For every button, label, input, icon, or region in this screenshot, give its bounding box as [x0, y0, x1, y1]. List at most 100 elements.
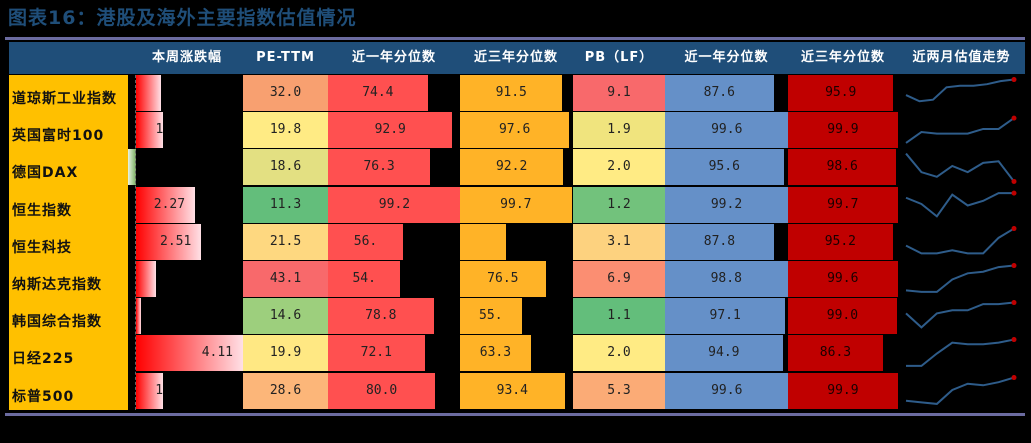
pe-ttm-cell: 19.9: [243, 335, 328, 373]
pb-lf-cell: 1.1: [573, 298, 665, 336]
top-divider: [5, 37, 1025, 40]
pe-ttm-cell: 43.1: [243, 261, 328, 298]
weekly-change-bar: 2.27: [136, 186, 196, 223]
pb-pct-3y-bar: 99.9: [788, 372, 898, 409]
pe-pct-3y-bar: 93.4: [460, 372, 565, 409]
header-pe-ttm: PE-TTM: [256, 50, 315, 65]
pb-lf-cell: 5.3: [573, 372, 665, 410]
pe-pct-1y-bar: 72.1: [328, 335, 425, 372]
latest-point-marker: [1011, 225, 1017, 231]
table-row: 韩国综合指数 14.6 78.8 55. 1.1 97.1 99.0: [0, 298, 1031, 336]
pe-pct-1y-bar: 56.: [328, 223, 404, 260]
table-header: 本周涨跌幅 PE-TTM 近一年分位数 近三年分位数 PB（LF） 近一年分位数…: [9, 42, 1025, 74]
latest-point-marker: [1011, 77, 1017, 83]
pe-pct-3y-bar: 92.2: [460, 149, 564, 186]
pe-pct-1y-bar: 78.8: [328, 298, 434, 335]
table-row: 纳斯达克指数 43.1 54. 76.5 6.9 98.8 99.6: [0, 261, 1031, 298]
pb-pct-3y-bar: 95.2: [788, 223, 893, 260]
index-name: 日经225: [12, 351, 75, 368]
valuation-trend-sparkline: [905, 263, 1017, 293]
index-name: 德国DAX: [12, 165, 79, 182]
pe-pct-1y-bar: 74.4: [328, 75, 428, 111]
valuation-trend-sparkline: [905, 190, 1017, 218]
bottom-divider: [5, 413, 1025, 416]
pe-pct-3y-bar: 76.5: [460, 261, 546, 297]
pb-lf-cell: 3.1: [573, 223, 665, 261]
pb-pct-1y-bar: 95.6: [665, 149, 784, 186]
pb-lf-cell: 6.9: [573, 261, 665, 298]
latest-point-marker: [1011, 263, 1017, 269]
pb-lf-cell: 2.0: [573, 149, 665, 187]
header-trend: 近两月估值走势: [912, 50, 1011, 65]
latest-point-marker: [1011, 179, 1017, 185]
valuation-trend-sparkline: [905, 153, 1017, 185]
pb-pct-1y-bar: 94.9: [665, 335, 783, 372]
pb-lf-cell: 1.9: [573, 112, 665, 150]
valuation-trend-sparkline: [905, 225, 1017, 255]
pb-pct-1y-bar: 99.6: [665, 372, 789, 409]
valuation-trend-sparkline: [905, 77, 1017, 103]
pb-pct-3y-bar: 99.0: [788, 298, 897, 335]
pe-ttm-cell: 18.6: [243, 149, 328, 187]
pe-ttm-cell: 19.8: [243, 112, 328, 150]
index-name-column: [9, 75, 128, 410]
pe-ttm-cell: 11.3: [243, 186, 328, 224]
pb-pct-3y-bar: 99.6: [788, 261, 898, 297]
weekly-change-bar: [136, 261, 156, 297]
pb-lf-cell: 9.1: [573, 75, 665, 112]
pe-pct-3y-bar: 55.: [460, 298, 522, 335]
table-row: 日经225 4.11 19.9 72.1 63.3 2.0 94.9 86.3: [0, 335, 1031, 373]
index-name: 恒生科技: [12, 239, 72, 256]
latest-point-marker: [1011, 190, 1017, 196]
weekly-change-bar: [136, 298, 142, 335]
weekly-change-bar: 2.51: [136, 223, 202, 260]
table-row: 道琼斯工业指数 32.0 74.4 91.5 9.1 87.6 95.9: [0, 75, 1031, 112]
weekly-change-bar: [128, 149, 136, 186]
pb-pct-3y-bar: 95.9: [788, 75, 894, 111]
index-name: 韩国综合指数: [12, 314, 102, 331]
latest-point-marker: [1011, 337, 1017, 343]
valuation-trend-sparkline: [905, 374, 1017, 405]
latest-point-marker: [1011, 300, 1017, 306]
table-row: 恒生指数 2.27 11.3 99.2 99.7 1.2 99.2 99.7: [0, 186, 1031, 224]
pe-pct-3y-bar: 99.7: [460, 186, 572, 223]
index-name: 道琼斯工业指数: [12, 91, 117, 107]
weekly-change-zero-axis: [135, 75, 136, 410]
valuation-trend-sparkline: [905, 300, 1017, 329]
pe-pct-1y-bar: 99.2: [328, 186, 461, 223]
weekly-change-bar: [136, 75, 161, 111]
pb-pct-1y-bar: 87.8: [665, 223, 774, 260]
chart-title: 图表16：港股及海外主要指数估值情况: [8, 7, 357, 29]
index-name: 恒生指数: [12, 202, 72, 219]
header-pb-lf: PB（LF）: [584, 50, 654, 65]
index-name: 纳斯达克指数: [12, 277, 102, 293]
weekly-change-bar: 1: [136, 372, 164, 409]
table-row: 恒生科技 2.51 21.5 56. 3.1 87.8 95.2: [0, 223, 1031, 261]
pb-pct-3y-bar: 98.6: [788, 149, 897, 186]
pe-pct-3y-bar: 91.5: [460, 75, 563, 111]
pe-pct-1y-bar: 80.0: [328, 372, 436, 409]
valuation-trend-sparkline: [906, 337, 1017, 368]
pe-pct-3y-bar: 97.6: [460, 112, 570, 149]
header-pe-pct-1y: 近一年分位数: [351, 50, 436, 65]
pe-ttm-cell: 14.6: [243, 298, 328, 336]
table-row: 德国DAX 18.6 76.3 92.2 2.0 95.6 98.6: [0, 149, 1031, 187]
pb-pct-3y-bar: 99.9: [788, 112, 898, 149]
pb-pct-3y-bar: 99.7: [788, 186, 898, 223]
pe-ttm-cell: 28.6: [243, 372, 328, 410]
latest-point-marker: [1011, 374, 1017, 380]
pb-pct-1y-bar: 99.2: [665, 186, 788, 223]
pe-pct-1y-bar: 76.3: [328, 149, 431, 186]
header-pe-pct-3y: 近三年分位数: [473, 50, 558, 65]
pb-lf-cell: 2.0: [573, 335, 665, 373]
latest-point-marker: [1011, 115, 1017, 121]
pb-pct-1y-bar: 98.8: [665, 261, 788, 297]
index-name: 标普500: [12, 388, 75, 405]
pb-pct-1y-bar: 97.1: [665, 298, 786, 335]
pe-pct-1y-bar: 54.: [328, 261, 401, 297]
table-row: 标普500 1 28.6 80.0 93.4 5.3 99.6 99.9: [0, 372, 1031, 410]
table-row: 英国富时100 1 19.8 92.9 97.6 1.9 99.6 99.9: [0, 112, 1031, 150]
pb-pct-1y-bar: 87.6: [665, 75, 774, 111]
header-weekly-change: 本周涨跌幅: [151, 50, 222, 65]
weekly-change-bar: 1: [136, 112, 164, 149]
